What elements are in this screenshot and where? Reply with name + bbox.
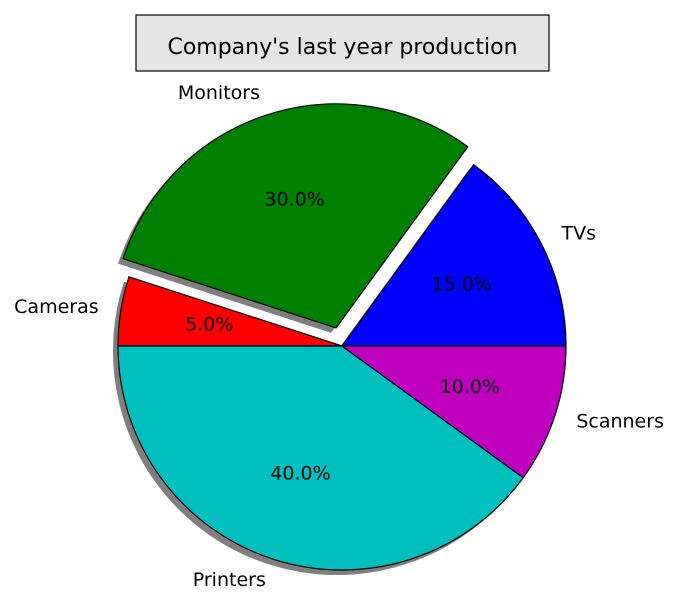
pie-slice-monitors	[122, 103, 469, 329]
slice-label-printers: Printers	[193, 569, 266, 591]
slice-value-label-printers: 40.0%	[270, 462, 330, 484]
pie-slice-printers	[117, 345, 524, 571]
pie-label-layer: TVs 15.0% Monitors 30.0% Cameras 5.0% Printers…	[14, 82, 664, 591]
chart-title-box	[135, 14, 550, 72]
slice-label-monitors: Monitors	[178, 82, 260, 104]
slice-value-label-cameras: 5.0%	[185, 313, 233, 335]
chart-title-group: Company's last year production	[135, 14, 550, 72]
slice-value-label-monitors: 30.0%	[264, 189, 324, 211]
pie-slice-layer	[117, 103, 567, 571]
pie-slice-tvs	[341, 164, 567, 347]
slice-value-label-scanners: 10.0%	[440, 376, 500, 398]
slice-label-scanners: Scanners	[576, 411, 664, 433]
slice-value-label-tvs: 15.0%	[432, 273, 492, 295]
pie-slice-scanners	[341, 345, 567, 479]
slice-label-tvs: TVs	[561, 223, 597, 245]
chart-title: Company's last year production	[167, 35, 517, 60]
slice-label-cameras: Cameras	[14, 296, 98, 318]
